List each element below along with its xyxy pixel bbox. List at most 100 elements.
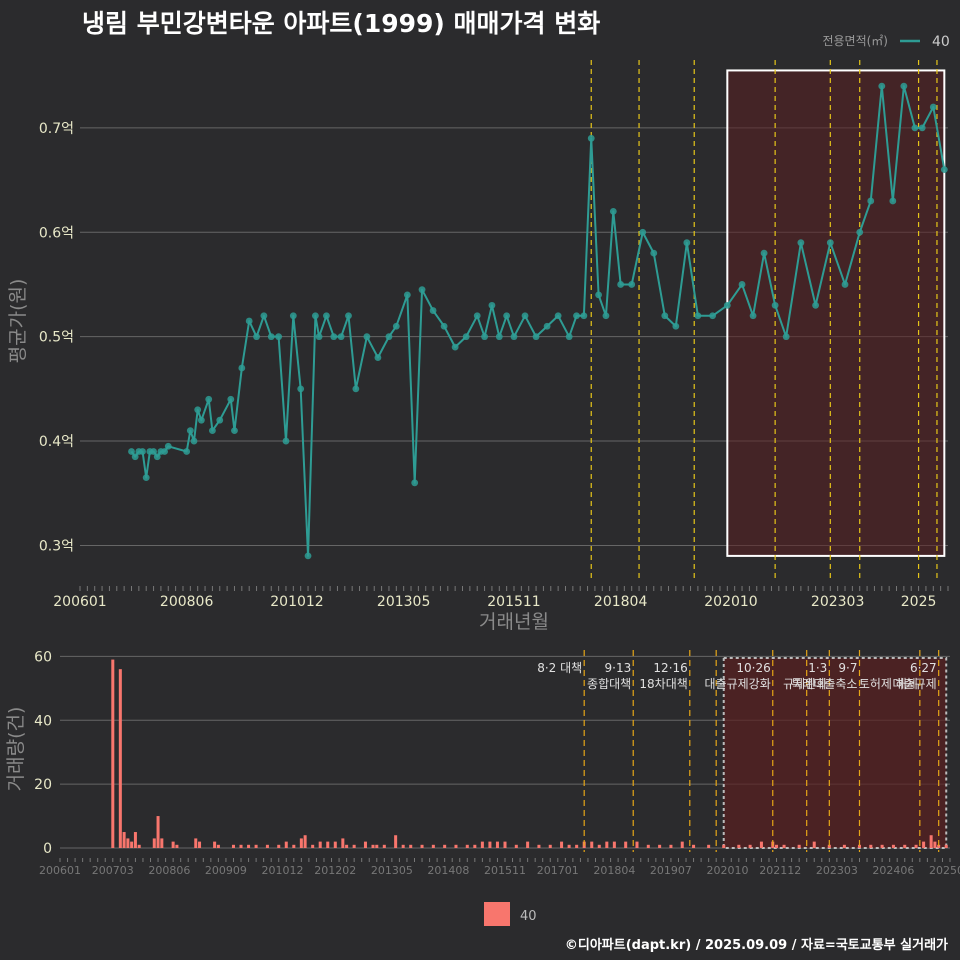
x-tick-label: 201511 xyxy=(487,594,540,610)
price-point xyxy=(267,333,275,341)
price-point xyxy=(723,301,731,309)
volume-bar xyxy=(137,844,141,848)
price-point xyxy=(856,228,864,236)
price-point xyxy=(661,312,669,320)
price-point xyxy=(900,82,908,90)
price-point xyxy=(451,343,459,351)
volume-bar xyxy=(869,844,873,848)
price-point xyxy=(429,307,437,314)
event-label: 대출규제강화 xyxy=(705,677,771,691)
event-label: 토허제 해제 xyxy=(859,677,918,691)
price-point xyxy=(639,228,647,236)
volume-bar xyxy=(431,844,435,848)
legend-label: 40 xyxy=(932,34,950,50)
x-tick-label: 201804 xyxy=(593,864,635,877)
y-tick-label: 0.7억 xyxy=(39,121,74,137)
price-point xyxy=(911,124,919,132)
price-point xyxy=(609,207,617,215)
x-tick-label: 202406 xyxy=(872,864,914,877)
price-point xyxy=(128,448,135,455)
price-point xyxy=(878,82,886,90)
volume-bar xyxy=(375,844,379,848)
volume-bar xyxy=(292,844,296,848)
volume-bar xyxy=(303,835,307,848)
price-point xyxy=(282,437,290,445)
price-point xyxy=(672,322,680,330)
volume-bar xyxy=(420,844,424,848)
price-point xyxy=(440,322,448,330)
price-point xyxy=(918,124,926,132)
x-tick-label: 201305 xyxy=(371,864,413,877)
highlight-box xyxy=(726,69,946,557)
volume-bar xyxy=(759,841,763,848)
x-tick-label: 200806 xyxy=(148,864,190,877)
x-tick-label: 200601 xyxy=(53,594,106,610)
volume-bar xyxy=(171,841,175,848)
legend-label: 40 xyxy=(520,909,537,924)
volume-bar xyxy=(548,844,552,848)
price-point xyxy=(330,333,338,341)
price-point xyxy=(462,333,470,341)
price-point xyxy=(473,312,481,320)
x-tick-label: 200806 xyxy=(160,594,214,610)
price-point xyxy=(245,317,253,325)
price-point xyxy=(337,333,345,341)
volume-bar xyxy=(231,844,235,848)
x-tick-label: 201408 xyxy=(427,864,469,877)
price-point xyxy=(812,301,819,309)
volume-bar xyxy=(122,832,126,848)
volume-bar xyxy=(503,841,507,848)
volume-bar xyxy=(495,841,499,848)
price-point xyxy=(205,395,213,403)
volume-bar xyxy=(443,844,447,848)
price-point xyxy=(826,239,834,247)
x-tick-label: 201305 xyxy=(377,594,430,610)
price-point xyxy=(260,312,268,320)
volume-bar xyxy=(247,844,251,848)
volume-bar xyxy=(782,844,786,848)
y-axis-title: 거래량(건) xyxy=(5,707,27,792)
event-label: 6·27 xyxy=(910,661,937,675)
event-label: 특례대출축소 xyxy=(791,677,857,691)
price-point xyxy=(385,333,393,341)
x-tick-label: 201804 xyxy=(594,594,648,610)
price-point xyxy=(595,291,602,299)
x-tick-label: 202509 xyxy=(929,864,960,877)
x-tick-label: 202010 xyxy=(707,864,749,877)
x-tick-label: 2025 xyxy=(901,594,937,610)
price-point xyxy=(495,333,503,341)
price-point xyxy=(345,312,352,320)
price-point xyxy=(411,479,419,487)
volume-bar xyxy=(680,841,684,848)
price-point xyxy=(782,333,790,341)
volume-bar xyxy=(394,835,398,848)
volume-bar xyxy=(311,844,315,848)
volume-bar xyxy=(891,844,895,848)
x-tick-label: 201202 xyxy=(314,864,356,877)
volume-bar xyxy=(333,841,337,848)
event-label: 종합대책 xyxy=(587,676,631,691)
price-point xyxy=(565,333,573,341)
price-point xyxy=(602,312,610,320)
price-point xyxy=(183,448,191,455)
price-point xyxy=(227,395,235,403)
price-point xyxy=(580,312,588,320)
price-point xyxy=(403,291,411,299)
price-point xyxy=(488,301,496,309)
y-tick-label: 0.4억 xyxy=(39,434,74,450)
price-point xyxy=(194,406,202,414)
volume-bar xyxy=(560,841,564,848)
price-point xyxy=(363,333,371,341)
legend-title: 전용면적(㎡) xyxy=(822,34,888,48)
price-point xyxy=(841,281,849,288)
x-axis-title: 거래년월 xyxy=(479,611,549,633)
price-point xyxy=(392,322,400,330)
volume-bar xyxy=(597,844,601,848)
price-point xyxy=(628,281,636,288)
volume-bar xyxy=(933,841,937,848)
volume-bar xyxy=(692,844,696,848)
volume-bar xyxy=(480,841,484,848)
price-point xyxy=(650,249,658,257)
price-point xyxy=(197,416,205,424)
